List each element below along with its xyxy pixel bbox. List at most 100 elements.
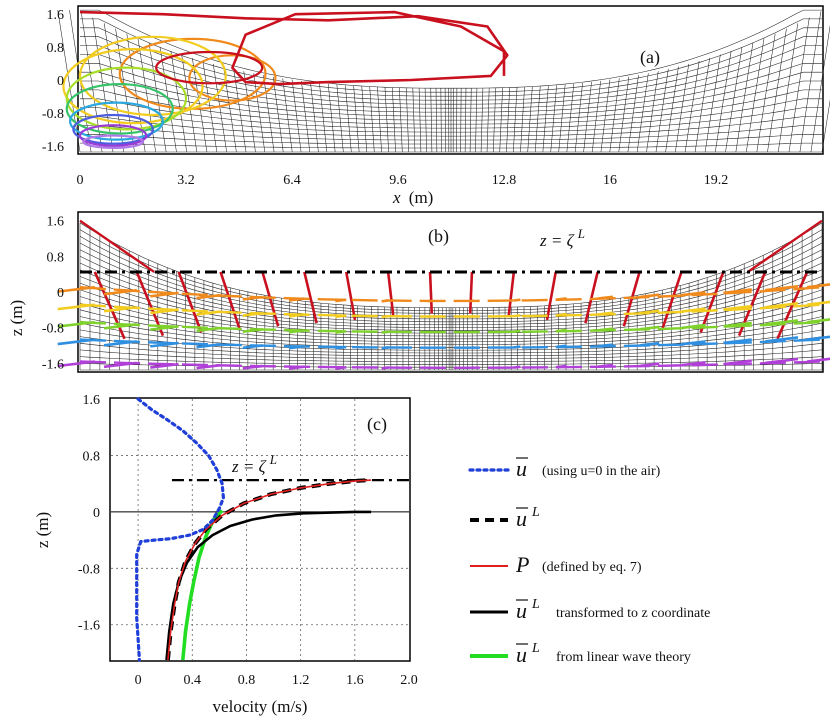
panel-a-mesh-vertical-line <box>301 80 311 153</box>
panel-b-level-segment <box>513 314 521 318</box>
panel-a-mesh-vertical-line <box>675 63 690 153</box>
panel-a-mesh-vertical-line <box>460 88 462 153</box>
panel-a-mesh-vertical-line <box>756 33 776 153</box>
panel-c-y-tick-label: 0.8 <box>83 449 101 464</box>
panel-a-mesh-vertical-line <box>725 47 743 153</box>
legend-symbol-u_bar: u <box>516 456 527 481</box>
panel-a-mesh-vertical-line <box>527 86 533 153</box>
panel-b-level-segment <box>428 271 434 314</box>
panel-a-y-tick-label: -0.8 <box>42 107 64 122</box>
panel-a-x-tick-label: 16 <box>603 173 617 188</box>
panel-a-mesh-vertical-line <box>80 11 103 153</box>
panel-a-mesh-vertical-line <box>735 42 754 153</box>
panel-a-trajectory-top <box>79 10 509 86</box>
panel-a-label: (a) <box>640 47 660 68</box>
panel-b-level-segment <box>807 283 830 289</box>
panel-a-trajectory-loop <box>65 66 188 131</box>
panel-b-level-segment <box>150 291 179 298</box>
panel-a-mesh-vertical-line <box>694 57 710 153</box>
panel-b-level-segment <box>807 300 830 306</box>
panel-b-level-segment <box>303 271 318 324</box>
panel-b-level-segment <box>513 298 521 302</box>
panel-a-mesh-vertical-line <box>310 81 319 153</box>
panel-b-level-ray <box>79 219 155 273</box>
panel-a-mesh-vertical-line <box>243 71 256 153</box>
panel-a-mesh-vertical-line <box>475 88 478 153</box>
panel-b-level-segment <box>681 360 706 367</box>
panel-a-mesh-vertical-line <box>253 73 266 153</box>
panel-a-mesh-vertical-line <box>550 85 557 153</box>
panel-b-ylabel: z (m) <box>7 300 26 336</box>
panel-a-xlabel-unit: (m) <box>409 188 434 207</box>
panel-b-y-tick-label: 1.6 <box>47 215 65 230</box>
panel-a-y-tick-label: -1.6 <box>42 140 64 155</box>
panel-a-mesh-vertical-line <box>440 88 442 153</box>
panel-c-x-tick-label: 0.8 <box>238 673 256 688</box>
panel-a-trajectory-loop <box>65 83 174 135</box>
panel-a-mesh-vertical-line <box>499 87 503 153</box>
panel-a-mesh-vertical-line <box>534 86 541 153</box>
panel-a-mesh-vertical-line <box>418 88 422 153</box>
legend-sup-u_L_z: L <box>531 597 540 612</box>
panel-a-mesh-vertical-line <box>148 42 167 153</box>
panel-b-label: (b) <box>428 226 449 247</box>
panel-a-mesh-vertical-line <box>170 50 188 153</box>
panel-b-annotation: z = ζ L <box>539 226 585 250</box>
panel-a-mesh-vertical-line <box>821 99 830 153</box>
panel-b-level-segment <box>776 271 809 340</box>
panel-a-mesh-vertical-line <box>361 86 368 153</box>
panel-a-mesh-vertical-line <box>392 87 396 153</box>
panel-a-mesh-vertical-line <box>506 87 510 153</box>
panel-b-annotation-sup: L <box>577 226 585 241</box>
panel-b-level-curve <box>79 320 823 334</box>
panel-c-series-P <box>167 479 372 661</box>
panel-b-level-curve <box>79 360 823 369</box>
panel-c-annotation-lhs: z = <box>231 457 259 476</box>
panel-c-series <box>135 397 372 662</box>
panel-a-mesh-vertical-line <box>412 88 416 153</box>
panel-a-mesh-vertical-line <box>464 88 467 153</box>
panel-a-trajectory-loop <box>68 101 164 141</box>
panel-c-y-tick-label: 0 <box>93 506 100 521</box>
panel-a-mesh-vertical-line <box>777 23 799 153</box>
panel-a-mesh-vertical-line <box>399 87 403 153</box>
panel-c-y-tick-label: -1.6 <box>78 619 100 634</box>
panel-a-mesh-vertical-line <box>430 88 433 153</box>
panel-b-level-lines <box>57 219 830 370</box>
panel-b-level-segment <box>622 271 641 327</box>
panel-c-y-tick-label: 1.6 <box>83 393 101 408</box>
panel-b-y-tick-label: 0 <box>57 286 64 301</box>
legend-sup-u_L_linear: L <box>531 641 540 656</box>
panel-a-mesh-vertical-line <box>646 71 659 153</box>
panel-a-mesh-vertical-line <box>369 86 375 153</box>
panel-a-trajectory-small <box>155 50 264 85</box>
panel-a-mesh-vertical-line <box>282 78 293 153</box>
panel-a-trajectory-loop <box>62 48 204 125</box>
panel-b-level-curve <box>79 338 823 349</box>
panel-a-mesh-vertical-line <box>542 85 549 153</box>
panel-b-level-segment <box>150 308 179 315</box>
panel-c-x-tick-label: 1.2 <box>292 673 310 688</box>
panel-b-frame <box>77 211 824 373</box>
panel-a-mesh-vertical-line <box>714 50 732 153</box>
panel-c-legend: u (using u=0 in the air)u LP (defined by eq… <box>468 456 710 667</box>
panel-a-mesh-vertical-line <box>591 80 601 153</box>
panel-a-y-tick-label: 0 <box>57 74 64 89</box>
legend-text-u_L_z: transformed to z coordinate <box>556 606 710 621</box>
panel-b-level-segment <box>545 271 558 321</box>
panel-a-x-ticks: 0 3.2 6.4 9.6 12.8 16 19.2 <box>77 173 729 188</box>
panel-a-mesh-vertical-line <box>353 85 360 153</box>
panel-c-x-tick-label: 0 <box>135 673 142 688</box>
panel-c-series-u_bar <box>135 397 225 662</box>
panel-c: 1.6 0.8 0 -0.8 -1.6 0 0.4 0.8 1.2 1.6 2.0 (c) z =… <box>33 393 418 716</box>
panel-a-mesh-vertical-line <box>636 73 649 153</box>
panel-b-level-segment <box>681 290 706 297</box>
legend-text-u_bar: (using u=0 in the air) <box>542 464 661 479</box>
panel-a-trajectory-loop <box>82 134 145 149</box>
panel-a-x-tick-label: 6.4 <box>283 173 301 188</box>
panel-a-mesh-vertical-line <box>520 87 525 153</box>
panel-a-y-ticks: 1.6 0.8 0 -0.8 -1.6 <box>42 8 64 155</box>
panel-b-level-segment <box>468 271 474 314</box>
panel-b-level-segment <box>219 271 241 330</box>
panel-a-mesh-vertical-line <box>435 88 438 153</box>
